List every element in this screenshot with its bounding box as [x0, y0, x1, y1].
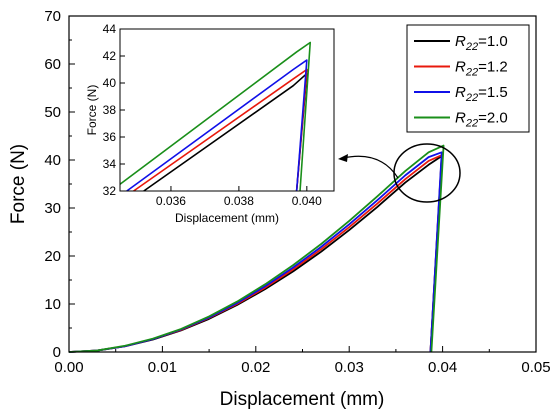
main-series-group — [68, 144, 445, 353]
main-ticks-group: 0.00 0.01 0.02 0.03 0.04 0.05 0 10 20 30 40 50 60 70 — [44, 8, 550, 376]
inset-x-tick-label: 0.036 — [156, 194, 186, 208]
inset-series-group — [119, 41, 312, 192]
main-series-line-3 — [68, 144, 445, 353]
x-axis-title: Displacement (mm) — [220, 389, 385, 410]
inset-y-tick-label: 32 — [103, 184, 117, 198]
x-tick-label: 0.02 — [241, 359, 270, 376]
legend-frame — [406, 24, 530, 133]
inset-series-line-2 — [126, 59, 308, 192]
legend-label-3: R22=2.0 — [455, 110, 508, 130]
legend-label-2: R22=1.5 — [455, 84, 508, 104]
y-axis-title: Force (N) — [8, 144, 29, 224]
inset-y-tick-label: 40 — [103, 76, 117, 90]
legend-label-1: R22=1.2 — [455, 59, 508, 79]
legend: R22=1.0 R22=1.2 R22=1.5 R22=2.0 — [406, 24, 530, 133]
inset-y-tick-label: 34 — [103, 157, 117, 171]
y-tick-label: 50 — [44, 104, 61, 121]
x-tick-label: 0.01 — [148, 359, 177, 376]
y-tick-label: 70 — [44, 8, 61, 25]
inset-ticks-group: 0.036 0.038 0.040 32 34 36 38 40 42 44 — [103, 22, 323, 208]
inset-y-tick-label: 42 — [103, 49, 117, 63]
inset-x-axis-title: Displacement (mm) — [175, 211, 279, 225]
x-tick-label: 0.04 — [428, 359, 457, 376]
inset-x-tick-label: 0.038 — [224, 194, 254, 208]
inset-x-tick-label: 0.040 — [292, 194, 322, 208]
x-tick-label: 0.00 — [54, 359, 83, 376]
callout-arrowhead — [338, 154, 348, 162]
legend-label-0: R22=1.0 — [455, 33, 508, 53]
y-tick-label: 0 — [53, 344, 61, 361]
x-tick-label: 0.03 — [335, 359, 364, 376]
inset-y-tick-label: 38 — [103, 103, 117, 117]
x-tick-label: 0.05 — [521, 359, 550, 376]
y-tick-label: 40 — [44, 152, 61, 169]
inset-y-axis-title: Force (N) — [85, 85, 99, 136]
y-tick-label: 30 — [44, 200, 61, 217]
inset-series-line-3 — [119, 41, 312, 192]
inset-y-tick-label: 44 — [103, 22, 117, 36]
y-tick-label: 60 — [44, 56, 61, 73]
inset-y-tick-label: 36 — [103, 130, 117, 144]
inset-plot: 0.036 0.038 0.040 32 34 36 38 40 42 44 Displaceme… — [85, 22, 335, 225]
inset-callout — [338, 143, 461, 203]
main-plot: 0.00 0.01 0.02 0.03 0.04 0.05010203040506070 … — [8, 8, 550, 410]
y-tick-label: 10 — [44, 296, 61, 313]
callout-arrow — [342, 155, 399, 179]
y-tick-label: 20 — [44, 248, 61, 265]
